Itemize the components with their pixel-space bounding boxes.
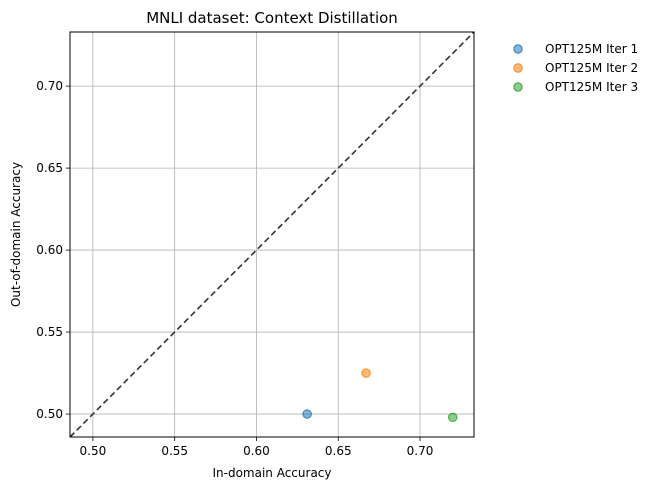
legend-marker: [513, 63, 523, 73]
legend-label: OPT125M Iter 3: [545, 80, 638, 94]
y-axis-ticks: 0.50 0.55 0.60 0.65 0.70: [36, 79, 70, 421]
x-tick-label: 0.60: [243, 444, 270, 458]
legend-label: OPT125M Iter 2: [545, 61, 638, 75]
x-tick-label: 0.55: [161, 444, 188, 458]
legend-marker: [513, 82, 523, 92]
x-tick-label: 0.50: [80, 444, 107, 458]
x-axis-ticks: 0.50 0.55 0.60 0.65 0.70: [80, 437, 434, 458]
y-tick-label: 0.50: [36, 407, 63, 421]
chart-title: MNLI dataset: Context Distillation: [146, 9, 398, 27]
y-tick-label: 0.70: [36, 79, 63, 93]
x-tick-label: 0.65: [325, 444, 352, 458]
data-point-series-3: [448, 412, 458, 423]
data-point-series-2: [361, 368, 371, 378]
reference-line-y-equals-x: [69, 31, 475, 438]
data-point-series-1: [302, 409, 312, 419]
y-tick-label: 0.65: [36, 161, 63, 175]
data-points: [302, 368, 458, 423]
x-tick-label: 0.70: [407, 444, 434, 458]
legend-label: OPT125M Iter 1: [545, 42, 638, 56]
grid: [70, 32, 474, 437]
x-axis-label: In-domain Accuracy: [212, 466, 331, 480]
y-axis-label: Out-of-domain Accuracy: [9, 162, 23, 307]
legend: OPT125M Iter 1 OPT125M Iter 2 OPT125M Iter…: [513, 42, 638, 94]
y-tick-label: 0.60: [36, 243, 63, 257]
legend-marker: [513, 44, 523, 54]
y-tick-label: 0.55: [36, 325, 63, 339]
plot-area-frame: [69, 31, 475, 438]
